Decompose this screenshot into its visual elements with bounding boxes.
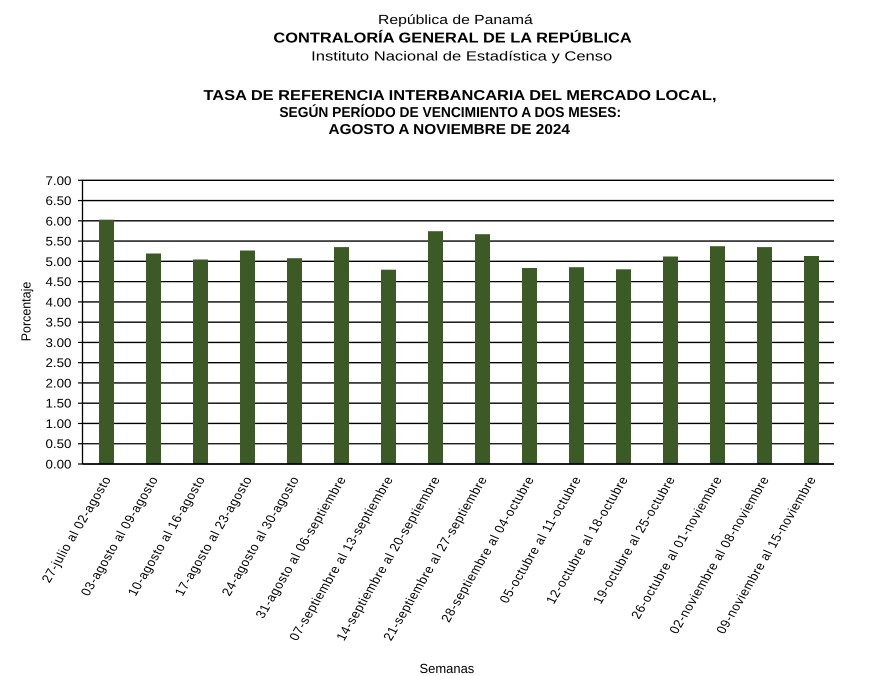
- svg-text:AGOSTO A NOVIEMBRE DE 2024: AGOSTO A NOVIEMBRE DE 2024: [329, 122, 570, 138]
- svg-text:CONTRALORÍA GENERAL DE LA REPÚ: CONTRALORÍA GENERAL DE LA REPÚBLICA: [273, 29, 631, 46]
- svg-text:26-octubre al 01-noviembre: 26-octubre al 01-noviembre: [628, 474, 726, 621]
- svg-text:6.00: 6.00: [46, 214, 72, 228]
- svg-text:4.00: 4.00: [46, 295, 72, 309]
- svg-text:4.50: 4.50: [46, 275, 72, 289]
- svg-text:3.50: 3.50: [46, 316, 72, 330]
- svg-text:Porcentaje: Porcentaje: [19, 282, 34, 342]
- svg-text:6.50: 6.50: [46, 194, 72, 208]
- svg-text:0.00: 0.00: [46, 458, 72, 472]
- svg-text:Semanas: Semanas: [420, 661, 475, 676]
- svg-text:0.50: 0.50: [46, 437, 72, 451]
- svg-text:3.00: 3.00: [46, 336, 72, 350]
- svg-text:TASA DE REFERENCIA INTERBANCAR: TASA DE REFERENCIA INTERBANCARIA DEL MER…: [204, 88, 717, 104]
- svg-text:28-septiembre al 04-octubre: 28-septiembre al 04-octubre: [438, 474, 538, 625]
- svg-text:05-octubre al 11-octubre: 05-octubre al 11-octubre: [496, 474, 585, 606]
- svg-text:5.50: 5.50: [46, 235, 72, 249]
- svg-text:09-noviembre al 15-noviembre: 09-noviembre al 15-noviembre: [713, 474, 820, 636]
- svg-text:7.00: 7.00: [46, 174, 72, 188]
- svg-text:Instituto Nacional de Estadís: Instituto Nacional de Estadística y Cens…: [311, 49, 612, 64]
- svg-text:1.50: 1.50: [46, 397, 72, 411]
- svg-text:SEGÚN PERÍODO DE VENCIMIENTO A: SEGÚN PERÍODO DE VENCIMIENTO A DOS MESES…: [279, 104, 621, 121]
- svg-text:2.00: 2.00: [46, 376, 72, 390]
- svg-text:1.00: 1.00: [46, 417, 72, 431]
- svg-text:19-octubre al 25-octubre: 19-octubre al 25-octubre: [590, 474, 679, 606]
- svg-text:12-octubre al 18-octubre: 12-octubre al 18-octubre: [543, 474, 632, 606]
- svg-text:5.00: 5.00: [46, 255, 72, 269]
- svg-text:2.50: 2.50: [46, 356, 72, 370]
- svg-text:31-agosto al 06-septiembre: 31-agosto al 06-septiembre: [252, 474, 350, 621]
- svg-text:República de Panamá: República de Panamá: [378, 12, 533, 27]
